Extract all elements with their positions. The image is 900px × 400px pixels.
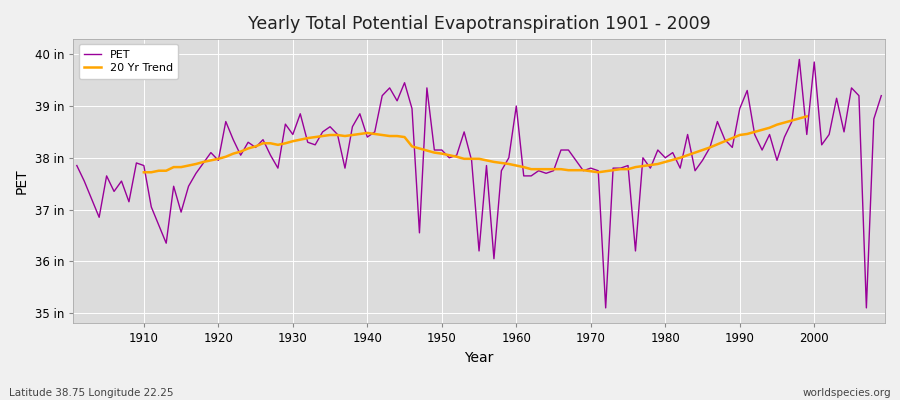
PET [339, 166, 350, 170]
PET [511, 104, 522, 108]
20 Yr Trend [228, 151, 238, 156]
PET [794, 57, 805, 62]
PET [503, 155, 514, 160]
20 Yr Trend [771, 122, 782, 127]
Legend: PET, 20 Yr Trend: PET, 20 Yr Trend [78, 44, 178, 79]
20 Yr Trend [705, 145, 716, 150]
Text: worldspecies.org: worldspecies.org [803, 388, 891, 398]
PET [71, 163, 82, 168]
Line: PET: PET [76, 60, 881, 308]
Text: Latitude 38.75 Longitude 22.25: Latitude 38.75 Longitude 22.25 [9, 388, 174, 398]
20 Yr Trend [600, 169, 611, 174]
Y-axis label: PET: PET [15, 168, 29, 194]
Title: Yearly Total Potential Evapotranspiration 1901 - 2009: Yearly Total Potential Evapotranspiratio… [248, 15, 710, 33]
X-axis label: Year: Year [464, 351, 494, 365]
20 Yr Trend [689, 150, 700, 155]
Line: 20 Yr Trend: 20 Yr Trend [144, 116, 806, 172]
PET [295, 111, 306, 116]
20 Yr Trend [339, 134, 350, 138]
20 Yr Trend [801, 114, 812, 119]
20 Yr Trend [139, 170, 149, 175]
PET [600, 306, 611, 310]
PET [876, 93, 886, 98]
PET [608, 166, 618, 170]
PET [131, 160, 142, 165]
